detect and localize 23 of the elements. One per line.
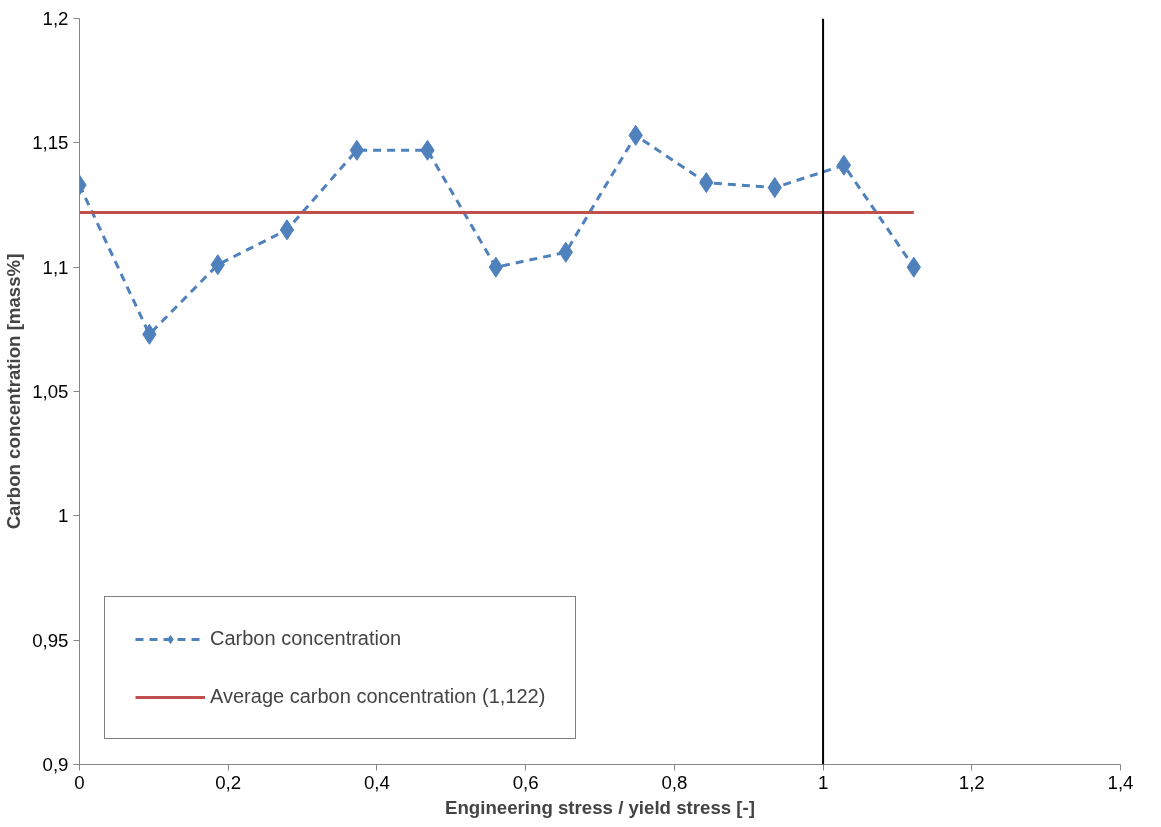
x-axis-title: Engineering stress / yield stress [-] xyxy=(445,796,756,818)
legend-label: Average carbon concentration (1,122) xyxy=(210,685,546,708)
x-tick-label: 1 xyxy=(817,771,829,793)
y-tick-label: 1,05 xyxy=(32,381,69,402)
y-tick-label: 1 xyxy=(58,505,69,527)
x-tick-label: 0,2 xyxy=(215,771,242,793)
x-tick-label: 0,8 xyxy=(661,771,688,793)
y-tick-label: 0,9 xyxy=(42,754,69,775)
x-tick-label: 0,6 xyxy=(512,771,539,793)
point xyxy=(488,256,504,278)
y-tick-label: 0,95 xyxy=(32,629,69,651)
x-tick-label: 1,2 xyxy=(958,771,985,793)
point xyxy=(279,219,295,241)
y-axis-title: Carbon concentration [mass%] xyxy=(3,253,25,530)
x-tick-label: 0,4 xyxy=(363,771,390,793)
legend-label: Carbon concentration xyxy=(210,627,402,650)
point xyxy=(349,139,365,161)
x-tick-label: 1,4 xyxy=(1107,771,1134,793)
y-tick-label: 1,1 xyxy=(42,256,69,278)
y-tick-label: 1,15 xyxy=(32,132,69,154)
point xyxy=(836,154,852,176)
x-tick-label: 0 xyxy=(74,771,85,793)
y-tick-label: 1,2 xyxy=(42,8,69,29)
